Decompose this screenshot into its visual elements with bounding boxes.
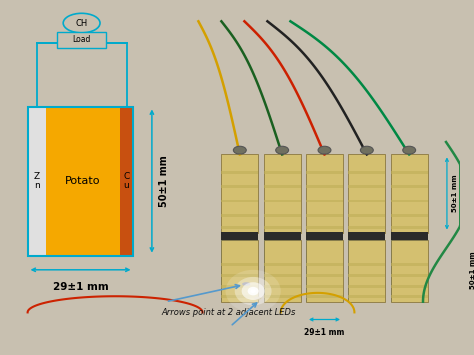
Bar: [348, 226, 385, 229]
Bar: [348, 232, 385, 240]
Bar: [264, 214, 301, 217]
Bar: [348, 240, 385, 302]
Bar: [27, 106, 46, 256]
Bar: [264, 295, 301, 298]
Bar: [120, 106, 134, 256]
Bar: [264, 226, 301, 229]
Bar: [264, 154, 301, 233]
Text: Potato: Potato: [65, 176, 100, 186]
Text: Load: Load: [73, 36, 91, 44]
Bar: [306, 240, 343, 302]
Bar: [306, 154, 343, 233]
Ellipse shape: [360, 146, 374, 154]
Circle shape: [242, 282, 264, 300]
Bar: [264, 232, 301, 240]
Ellipse shape: [276, 146, 289, 154]
Bar: [391, 214, 428, 217]
Bar: [221, 240, 258, 302]
Bar: [221, 263, 258, 266]
Ellipse shape: [318, 146, 331, 154]
Bar: [348, 285, 385, 288]
Bar: [391, 240, 428, 302]
Bar: [221, 200, 258, 202]
Bar: [264, 240, 301, 302]
Bar: [221, 226, 258, 229]
Bar: [221, 185, 258, 188]
Text: 29±1 mm: 29±1 mm: [304, 328, 345, 337]
Bar: [391, 285, 428, 288]
Circle shape: [250, 289, 256, 293]
Text: 50±1 mm: 50±1 mm: [159, 155, 169, 207]
Ellipse shape: [233, 146, 246, 154]
Circle shape: [226, 270, 281, 312]
Bar: [264, 285, 301, 288]
Bar: [391, 171, 428, 174]
Bar: [306, 263, 343, 266]
Bar: [348, 263, 385, 266]
Bar: [306, 274, 343, 277]
Text: 29±1 mm: 29±1 mm: [53, 282, 109, 292]
Text: C
u: C u: [123, 172, 130, 190]
Bar: [306, 285, 343, 288]
Bar: [306, 240, 343, 302]
Ellipse shape: [242, 282, 250, 286]
Text: Z
n: Z n: [34, 172, 40, 190]
Bar: [391, 232, 428, 240]
Bar: [306, 226, 343, 229]
Bar: [391, 295, 428, 298]
Bar: [348, 214, 385, 217]
Circle shape: [235, 277, 272, 305]
Bar: [221, 154, 258, 233]
Bar: [391, 185, 428, 188]
Text: Arrows point at 2 adjacent LEDs: Arrows point at 2 adjacent LEDs: [161, 308, 295, 317]
Bar: [221, 171, 258, 174]
Bar: [264, 185, 301, 188]
Ellipse shape: [254, 296, 262, 300]
Bar: [221, 232, 258, 240]
Bar: [391, 240, 428, 302]
Bar: [27, 106, 134, 256]
Bar: [391, 263, 428, 266]
Text: 50±1 mm: 50±1 mm: [470, 251, 474, 289]
Text: 50±1 mm: 50±1 mm: [452, 175, 457, 212]
Bar: [221, 240, 258, 302]
Bar: [391, 200, 428, 202]
Bar: [46, 106, 120, 256]
Bar: [264, 200, 301, 202]
Bar: [348, 185, 385, 188]
Bar: [348, 200, 385, 202]
Bar: [264, 240, 301, 302]
Bar: [348, 295, 385, 298]
FancyBboxPatch shape: [57, 32, 107, 48]
Bar: [221, 214, 258, 217]
Bar: [348, 154, 385, 233]
Bar: [348, 240, 385, 302]
Bar: [391, 154, 428, 233]
Ellipse shape: [63, 13, 100, 33]
Bar: [264, 274, 301, 277]
Bar: [306, 295, 343, 298]
Bar: [391, 274, 428, 277]
Text: CH: CH: [75, 18, 88, 28]
Bar: [306, 185, 343, 188]
Bar: [306, 232, 343, 240]
Bar: [348, 171, 385, 174]
Bar: [221, 274, 258, 277]
Bar: [348, 274, 385, 277]
Bar: [306, 200, 343, 202]
Bar: [221, 295, 258, 298]
Bar: [306, 214, 343, 217]
Circle shape: [247, 287, 259, 295]
Bar: [391, 226, 428, 229]
Bar: [221, 285, 258, 288]
Bar: [264, 263, 301, 266]
Ellipse shape: [403, 146, 416, 154]
Bar: [264, 171, 301, 174]
Bar: [306, 171, 343, 174]
